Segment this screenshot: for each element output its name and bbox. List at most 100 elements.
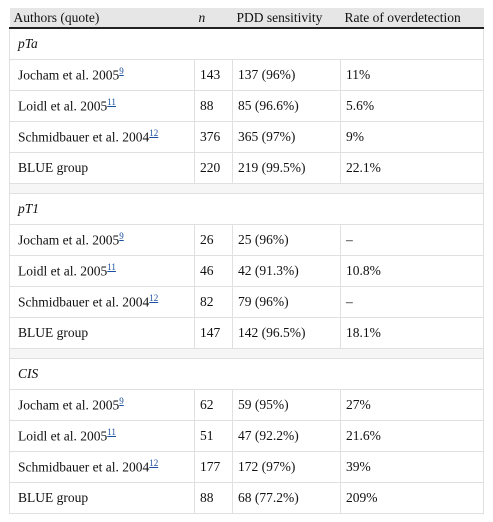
value-cell: 79 (96%) [232,286,341,318]
data-row: BLUE group 220 219 (99.5%) 22.1% [9,152,484,184]
value-cell: 5.6% [340,90,484,122]
value-cell: 137 (96%) [232,59,341,91]
author-cell: BLUE group [9,482,195,514]
data-row: Jocham et al. 20059 143 137 (96%) 11% [9,59,484,91]
author-cell: Schmidbauer et al. 200412 [9,121,195,153]
author: Jocham et al. 2005 [18,397,120,413]
author: BLUE group [18,325,89,340]
value-cell: 22.1% [340,152,484,184]
value-cell: 68 (77.2%) [232,482,341,514]
header-row: Authors (quote) n PDD sensitivity Rate of o… [9,8,484,29]
data-row: Loidl et al. 200511 46 42 (91.3%) 10.8% [9,255,484,287]
value-cell: 88 [194,90,233,122]
section-row: pT1 [9,193,484,225]
value-cell: 9% [340,121,484,153]
value-cell: 209% [340,482,484,514]
value-cell: 59 (95%) [232,389,341,421]
author-cell: Schmidbauer et al. 200412 [9,286,195,318]
reference-link[interactable]: 12 [149,458,159,469]
value-cell: 365 (97%) [232,121,341,153]
data-row: Loidl et al. 200511 88 85 (96.6%) 5.6% [9,90,484,122]
value-cell: 11% [340,59,484,91]
reference-link[interactable]: 12 [149,293,159,304]
value-cell: 143 [194,59,233,91]
data-row: Schmidbauer et al. 200412 177 172 (97%) 39% [9,451,484,483]
section-title: CIS [9,358,484,390]
value-cell: 172 (97%) [232,451,341,483]
value-cell: 10.8% [340,255,484,287]
value-cell: 147 [194,317,233,349]
value-cell: 220 [194,152,233,184]
author-cell: Loidl et al. 200511 [9,255,195,287]
value-cell: 142 (96.5%) [232,317,341,349]
author-cell: BLUE group [9,152,195,184]
author-cell: Loidl et al. 200511 [9,420,195,452]
value-cell: 376 [194,121,233,153]
author: Schmidbauer et al. 2004 [18,459,150,475]
value-cell: 82 [194,286,233,318]
value-cell: 62 [194,389,233,421]
reference: 12 [149,458,158,468]
author: Schmidbauer et al. 2004 [18,129,150,145]
value-cell: 46 [194,255,233,287]
data-row: Schmidbauer et al. 200412 376 365 (97%) 9% [9,121,484,153]
value-cell: 51 [194,420,233,452]
reference: 11 [107,427,116,437]
spacer-cell [9,348,484,359]
value-cell: 25 (96%) [232,224,341,256]
column-header: n [194,8,233,29]
spacer-row [9,348,484,359]
reference-link[interactable]: 9 [119,66,124,77]
section-title: pTa [9,27,484,60]
data-table: Authors (quote) n PDD sensitivity Rate of o… [9,8,484,514]
reference: 11 [107,97,116,107]
author: BLUE group [18,160,89,175]
reference: 12 [149,128,158,138]
value-cell: 26 [194,224,233,256]
spacer-cell [9,183,484,194]
author: Loidl et al. 2005 [18,263,108,279]
author-cell: Jocham et al. 20059 [9,224,195,256]
value-cell: 39% [340,451,484,483]
column-header: Rate of overdetection [340,8,484,29]
reference-link[interactable]: 11 [107,262,116,273]
data-row: Loidl et al. 200511 51 47 (92.2%) 21.6% [9,420,484,452]
data-row: Schmidbauer et al. 200412 82 79 (96%) – [9,286,484,318]
reference-link[interactable]: 11 [107,97,116,108]
section-title: pT1 [9,193,484,225]
value-cell: 42 (91.3%) [232,255,341,287]
table-body: pTa Jocham et al. 20059 143 137 (96%) 11% Loi… [9,27,484,514]
reference-link[interactable]: 11 [107,427,116,438]
author: BLUE group [18,490,89,505]
column-header: PDD sensitivity [232,8,341,29]
data-row: BLUE group 88 68 (77.2%) 209% [9,482,484,514]
reference: 9 [119,66,124,76]
author-cell: Jocham et al. 20059 [9,389,195,421]
author: Jocham et al. 2005 [18,232,120,248]
value-cell: 219 (99.5%) [232,152,341,184]
reference-link[interactable]: 9 [119,231,124,242]
value-cell: 21.6% [340,420,484,452]
spacer-row [9,183,484,194]
column-header: Authors (quote) [9,8,195,29]
data-row: Jocham et al. 20059 62 59 (95%) 27% [9,389,484,421]
data-row: Jocham et al. 20059 26 25 (96%) – [9,224,484,256]
reference-link[interactable]: 12 [149,128,159,139]
reference: 9 [119,231,124,241]
author: Loidl et al. 2005 [18,98,108,114]
author-cell: BLUE group [9,317,195,349]
value-cell: 27% [340,389,484,421]
value-cell: 47 (92.2%) [232,420,341,452]
reference: 12 [149,293,158,303]
value-cell: 177 [194,451,233,483]
author: Jocham et al. 2005 [18,67,120,83]
author-cell: Schmidbauer et al. 200412 [9,451,195,483]
value-cell: – [340,286,484,318]
reference: 9 [119,396,124,406]
value-cell: 85 (96.6%) [232,90,341,122]
reference-link[interactable]: 9 [119,396,124,407]
value-cell: 88 [194,482,233,514]
section-row: pTa [9,27,484,60]
author: Loidl et al. 2005 [18,428,108,444]
